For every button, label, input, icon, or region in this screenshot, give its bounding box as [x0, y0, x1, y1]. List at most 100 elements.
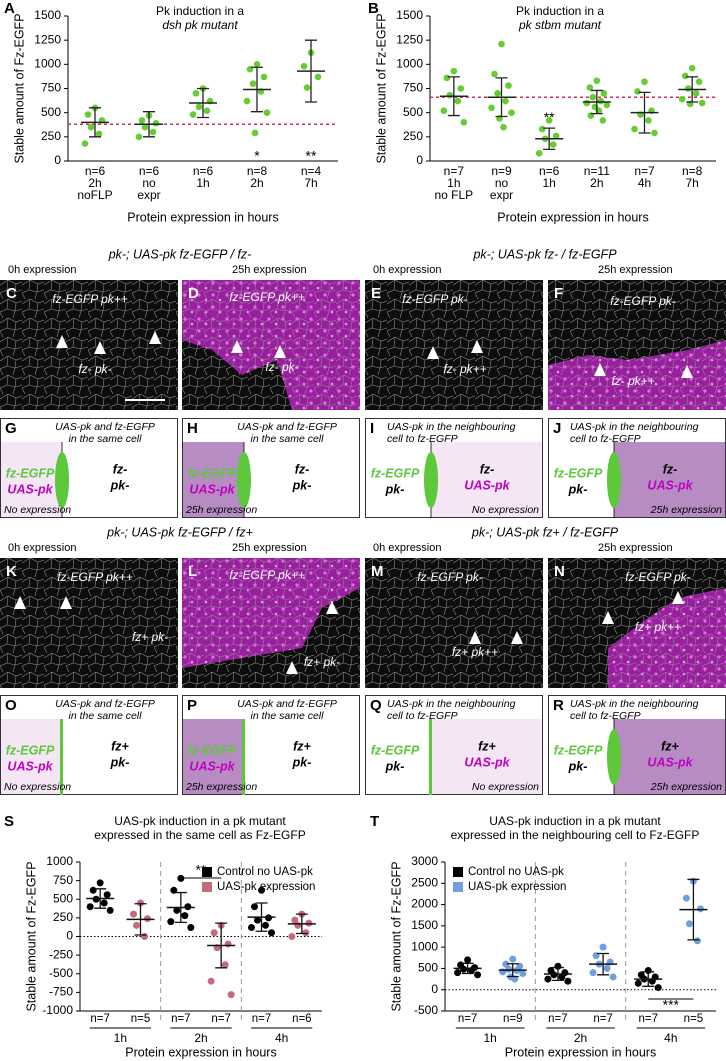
data-point	[535, 149, 543, 157]
data-point	[544, 975, 552, 983]
y-tick-label: 2500	[411, 875, 438, 889]
cell-genotype: fz+	[293, 739, 311, 753]
data-point	[698, 99, 706, 107]
micrograph	[182, 558, 360, 688]
sd-bar	[94, 888, 107, 909]
y-tick-label: 500	[403, 105, 423, 119]
data-point	[684, 85, 692, 92]
y-tick-label: 500	[41, 105, 61, 119]
data-point	[583, 99, 591, 107]
n-label: n=7	[90, 1013, 110, 1025]
y-axis-label: Stable amount of Fz-EGFP	[24, 861, 38, 1011]
y-tick-label: 750	[53, 873, 73, 887]
cell-genotype: pk-	[292, 478, 312, 492]
arrowhead	[471, 340, 483, 353]
arrowhead	[326, 601, 338, 614]
data-point	[227, 991, 235, 999]
data-point	[294, 921, 302, 929]
schematic-caption: cell to fz-EGFP	[570, 433, 641, 445]
y-tick-label: 750	[403, 81, 423, 95]
data-point	[106, 906, 114, 914]
data-point	[314, 73, 322, 81]
data-point	[152, 120, 160, 127]
x-tick-label: n=6	[193, 164, 214, 178]
x-tick-label: expr	[490, 188, 513, 202]
data-point	[688, 64, 696, 72]
schematic-caption: UAS-pk in the neighbouring	[387, 421, 516, 433]
x-tick-label: expr	[137, 188, 160, 202]
data-point	[511, 975, 519, 983]
significance: **	[544, 109, 555, 125]
data-point	[263, 109, 271, 116]
expression-state: No expression	[4, 504, 71, 516]
x-tick-label: 4h	[664, 1031, 677, 1045]
region-label: fz-EGFP pk++	[57, 570, 133, 584]
sd-bar	[642, 971, 655, 987]
genotype-heading: pk-; UAS-pk fz+ / fz-EGFP	[471, 525, 619, 539]
schematic-caption: in the same cell	[69, 433, 143, 445]
data-point	[192, 90, 200, 97]
data-point	[600, 90, 608, 97]
data-point	[87, 123, 95, 131]
fz-accumulation	[60, 719, 63, 795]
x-tick-label: noFLP	[77, 188, 112, 202]
chart-title: expressed in the same cell as Fz-EGFP	[94, 828, 305, 842]
cell-genotype: pk-	[568, 759, 588, 773]
schematic-caption: cell to fz-EGFP	[570, 710, 641, 722]
region-label: fz+ pk++	[635, 620, 681, 634]
n-label: n=5	[684, 1013, 704, 1025]
panel-label: G	[5, 420, 17, 437]
data-point	[303, 84, 311, 91]
expression-label: 0h expression	[373, 542, 442, 554]
data-point	[498, 40, 505, 48]
cell-genotype: pk-	[385, 482, 405, 496]
fz-accumulation	[55, 452, 69, 508]
data-point	[258, 886, 265, 894]
expression-state: 25h expression	[650, 504, 722, 516]
significance: **	[306, 148, 317, 164]
region-label: fz-EGFP pk++	[229, 290, 305, 304]
data-point	[538, 125, 546, 133]
data-point	[181, 912, 189, 920]
y-tick-label: 250	[403, 129, 423, 143]
schematic-caption: cell to fz-EGFP	[387, 433, 458, 445]
y-tick-label: 1000	[46, 854, 73, 868]
data-point	[634, 979, 642, 987]
panel-label: O	[5, 697, 17, 714]
expressing-cell	[614, 442, 725, 517]
data-point	[221, 961, 229, 969]
cell-outlines	[548, 280, 726, 410]
expression-state: No expression	[472, 504, 539, 516]
sd-bar	[215, 922, 228, 969]
x-tick-label: n=4	[301, 164, 322, 178]
chart-title: UAS-pk induction in a pk mutant	[114, 814, 286, 828]
expressing-cell	[1, 442, 62, 517]
schematic-caption: in the same cell	[251, 433, 325, 445]
y-tick-label: -500	[414, 1003, 438, 1017]
legend-swatch	[202, 882, 212, 892]
cell-genotype: fz-EGFP	[188, 466, 237, 480]
cell-genotype: UAS-pk	[464, 478, 510, 492]
data-point	[631, 125, 638, 133]
data-point	[81, 140, 89, 147]
sd-bar	[447, 76, 460, 117]
data-point	[634, 88, 641, 95]
arrowhead	[672, 591, 684, 604]
legend-swatch	[453, 882, 463, 892]
significance: **	[196, 862, 207, 878]
cell-genotype: UAS-pk	[464, 755, 510, 769]
y-tick-label: 500	[53, 891, 73, 905]
data-point	[86, 903, 94, 911]
data-point	[696, 905, 704, 913]
data-point	[95, 130, 103, 138]
data-point	[597, 97, 605, 105]
data-point	[251, 903, 258, 911]
data-point	[454, 97, 462, 105]
sd-bar	[461, 962, 474, 975]
y-tick-label: 0	[431, 982, 438, 996]
x-tick-label: 1h	[114, 1031, 127, 1045]
region-label: fz-EGFP pk++	[52, 292, 128, 306]
data-point	[457, 85, 465, 92]
data-point	[288, 933, 296, 940]
